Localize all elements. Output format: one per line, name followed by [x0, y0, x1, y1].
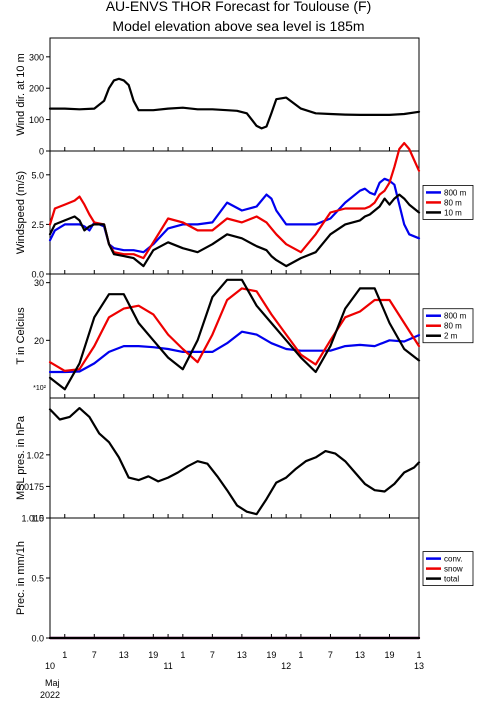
panel-3-ytick-label: 30 — [34, 278, 44, 288]
chart-title-line-2: Model elevation above sea level is 185m — [112, 18, 365, 34]
panel-2-ytick-label: 0.0 — [31, 270, 44, 280]
x-hour-label: 1 — [298, 650, 303, 660]
panel-5-legend-label: snow — [444, 565, 463, 574]
panel-2-legend-label: 10 m — [444, 208, 462, 217]
panel-4-series-0 — [48, 407, 421, 516]
panel-1-ytick-label: 100 — [29, 115, 44, 125]
panel-5-ytick-label: 0.0 — [31, 634, 44, 644]
panel-2-series-10-m — [48, 193, 421, 268]
x-day-label: 10 — [45, 661, 55, 671]
x-hour-label: 13 — [119, 650, 129, 660]
x-hour-label: 19 — [148, 650, 158, 660]
panel-3-ymultiplier: *10² — [33, 385, 47, 392]
panel-3-ytick-label: 20 — [34, 336, 44, 346]
panel-3-legend-label: 2 m — [444, 332, 458, 341]
panel-1-ytick-label: 200 — [29, 84, 44, 94]
panel-2-series-800-m — [48, 177, 421, 254]
panel-3-series-80-m — [48, 287, 421, 372]
panel-1-ytick-label: 300 — [29, 52, 44, 62]
x-month-label: Maj — [45, 678, 60, 688]
panel-4-ylabel: MSL pres. in hPa — [15, 415, 27, 500]
panel-3-legend-label: 800 m — [444, 312, 467, 321]
panel-1-frame — [49, 37, 420, 152]
x-hour-label: 7 — [210, 650, 215, 660]
x-hour-label: 19 — [384, 650, 394, 660]
chart-title-line-1: AU-ENVS THOR Forecast for Toulouse (F) — [105, 0, 372, 14]
panel-2-legend-label: 800 m — [444, 188, 467, 197]
panel-1-ylabel: Wind dir. at 10 m — [15, 53, 27, 136]
x-hour-label: 19 — [266, 650, 276, 660]
panel-2-legend-label: 80 m — [444, 198, 462, 207]
x-hour-label: 7 — [92, 650, 97, 660]
x-hour-label: 1 — [62, 650, 67, 660]
panel-5-ylabel: Prec. in mm/1h — [15, 541, 27, 615]
panel-1-series-0 — [48, 77, 421, 130]
panel-5-legend-label: conv. — [444, 555, 463, 564]
panel-2-frame — [49, 150, 420, 275]
panel-2-series-80-m — [48, 142, 421, 260]
panel-2-ytick-label: 2.5 — [31, 220, 44, 230]
x-hour-label: 1 — [416, 650, 421, 660]
x-day-label: 12 — [281, 661, 291, 671]
x-hour-label: 1 — [180, 650, 185, 660]
panel-4-ytick-label: 1.0175 — [16, 482, 44, 492]
panel-2-ylabel: Windspeed (m/s) — [15, 171, 27, 254]
x-day-label: 13 — [414, 661, 424, 671]
x-hour-label: 13 — [355, 650, 365, 660]
panel-5-ytick-label: 1.0 — [31, 514, 44, 524]
panel-3-series-2-m — [48, 278, 421, 391]
panel-3-frame — [49, 273, 420, 399]
panel-1-ytick-label: 0 — [39, 147, 44, 157]
x-year-label: 2022 — [40, 690, 60, 700]
panel-2-ytick-label: 5.0 — [31, 170, 44, 180]
panel-3-series-800-m — [48, 330, 421, 374]
panel-5-legend-label: total — [444, 575, 459, 584]
panel-3-ylabel: T in Celcius — [15, 307, 27, 365]
x-hour-label: 13 — [237, 650, 247, 660]
panel-4-ytick-label: 1.02 — [26, 450, 44, 460]
panel-5-frame — [49, 517, 420, 639]
x-day-label: 11 — [163, 661, 172, 671]
panel-5-ytick-label: 0.5 — [31, 574, 44, 584]
x-hour-label: 7 — [328, 650, 333, 660]
panel-3-legend-label: 80 m — [444, 322, 462, 331]
panel-4-ytick-label: 1.015 — [21, 514, 44, 524]
